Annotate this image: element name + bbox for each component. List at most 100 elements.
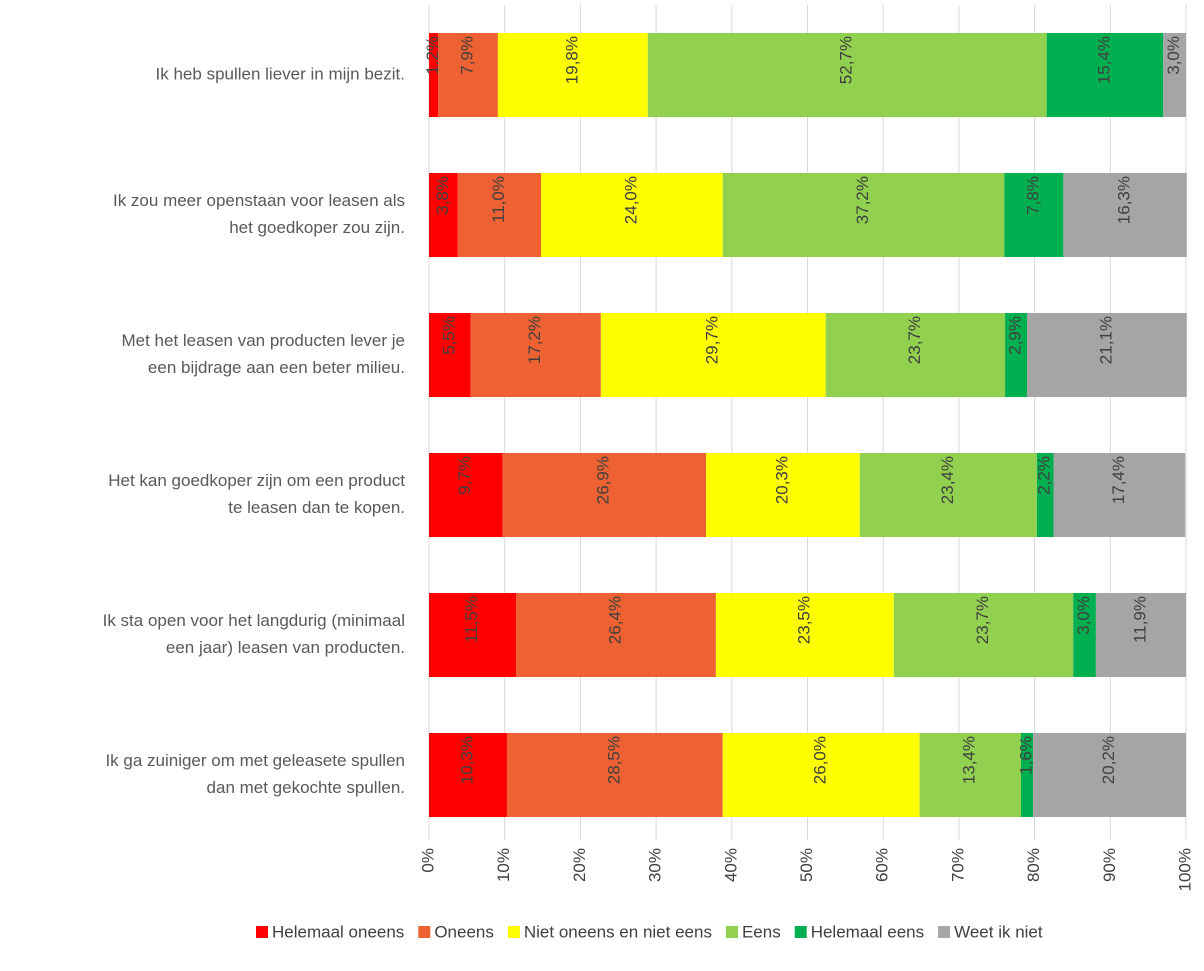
data-label: 15,4% [1094, 36, 1113, 84]
bar-segment [706, 453, 860, 537]
category-label: een jaar) leasen van producten. [166, 638, 405, 657]
category-label: Ik sta open voor het langdurig (minimaal [103, 611, 405, 630]
bar-segment [600, 313, 826, 397]
category-label: Ik heb spullen liever in mijn bezit. [156, 64, 405, 83]
bar-segment [1027, 313, 1187, 397]
bar-segment [429, 733, 507, 817]
bar-segment [1004, 173, 1064, 257]
category-label: te leasen dan te kopen. [228, 498, 405, 517]
category-label: dan met gekochte spullen. [207, 778, 405, 797]
data-label: 23,7% [973, 596, 992, 644]
x-tick-label: 50% [797, 848, 816, 882]
data-label: 3,0% [1164, 36, 1183, 75]
bar-segment [470, 313, 601, 397]
data-label: 23,4% [938, 456, 957, 504]
data-label: 3,8% [433, 176, 452, 215]
bar-segment [919, 733, 1021, 817]
bar-segment [429, 33, 439, 117]
bar-segment [497, 33, 648, 117]
data-label: 29,7% [703, 316, 722, 364]
legend-label: Eens [742, 922, 781, 941]
bar-segment [1020, 733, 1034, 817]
data-label: 52,7% [837, 36, 856, 84]
legend-swatch [794, 926, 807, 938]
category-label: Ik zou meer openstaan voor leasen als [113, 191, 405, 210]
category-label: Met het leasen van producten lever je [121, 331, 405, 350]
bar-segment [429, 453, 503, 537]
bar-segment [429, 313, 471, 397]
legend: Helemaal oneens Oneens Niet oneens en niet… [256, 922, 1043, 941]
legend-label: Weet ik niet [954, 922, 1043, 941]
bar-segment [1063, 173, 1187, 257]
data-label: 26,4% [605, 596, 624, 644]
data-label: 7,9% [457, 36, 476, 75]
data-label: 16,3% [1115, 176, 1134, 224]
bar-segment [1073, 593, 1096, 677]
data-label: 26,9% [594, 456, 613, 504]
legend-swatch [418, 926, 431, 938]
bar-segment [1036, 453, 1054, 537]
bar-segment [506, 733, 723, 817]
x-tick-label: 0% [418, 848, 437, 873]
bar-segment [859, 453, 1037, 537]
data-label: 28,5% [604, 736, 623, 784]
data-label: 23,5% [794, 596, 813, 644]
x-tick-label: 80% [1024, 848, 1043, 882]
bar-segment [722, 173, 1005, 257]
x-tick-label: 20% [570, 848, 589, 882]
category-label: het goedkoper zou zijn. [229, 218, 405, 237]
bar-segment [502, 453, 707, 537]
bar-segment [647, 33, 1047, 117]
legend-swatch [725, 926, 738, 938]
x-tick-label: 100% [1175, 848, 1194, 891]
x-tick-label: 40% [721, 848, 740, 882]
legend-swatch [256, 926, 268, 938]
data-label: 26,0% [811, 736, 830, 784]
bar-segment [1005, 313, 1028, 397]
data-label: 5,5% [439, 316, 458, 355]
legend-label: Helemaal eens [811, 922, 924, 941]
category-label: een bijdrage aan een beter milieu. [148, 358, 405, 377]
data-label: 11,5% [462, 596, 481, 643]
category-label: Ik ga zuiniger om met geleasete spullen [105, 751, 405, 770]
bar-segment [825, 313, 1006, 397]
bar-segment [1033, 733, 1186, 817]
data-label: 3,0% [1074, 596, 1093, 635]
data-label: 17,2% [525, 316, 544, 364]
x-tick-label: 30% [646, 848, 665, 882]
data-label: 9,7% [455, 456, 474, 495]
bar-segment [429, 173, 458, 257]
bar-segment [1163, 33, 1186, 117]
bar-segment [457, 173, 542, 257]
data-label: 11,0% [489, 176, 508, 223]
bar-segment [541, 173, 723, 257]
legend-label: Helemaal oneens [272, 922, 404, 941]
data-label: 10,3% [457, 736, 476, 784]
legend-label: Niet oneens en niet eens [524, 922, 712, 941]
data-label: 17,4% [1109, 456, 1128, 504]
bar-segment [438, 33, 498, 117]
data-label: 7,8% [1023, 176, 1042, 215]
data-label: 1,2% [423, 36, 442, 75]
x-tick-label: 60% [873, 848, 892, 882]
category-label: Het kan goedkoper zijn om een product [108, 471, 405, 490]
bar-segment [1095, 593, 1186, 677]
data-label: 37,2% [853, 176, 872, 224]
x-tick-label: 70% [948, 848, 967, 882]
data-label: 2,2% [1035, 456, 1054, 495]
data-label: 11,9% [1130, 596, 1149, 643]
data-label: 23,7% [905, 316, 924, 364]
bar-segment [722, 733, 920, 817]
bar-segment [1053, 453, 1186, 537]
data-label: 13,4% [960, 736, 979, 784]
bar-segment [715, 593, 894, 677]
data-label: 20,3% [772, 456, 791, 504]
bar-segment [429, 593, 517, 677]
legend-swatch [938, 926, 951, 938]
bar-segment [516, 593, 716, 677]
bar-segment [1046, 33, 1164, 117]
data-label: 2,9% [1006, 316, 1025, 355]
data-label: 21,1% [1096, 316, 1115, 364]
legend-swatch [507, 926, 520, 938]
